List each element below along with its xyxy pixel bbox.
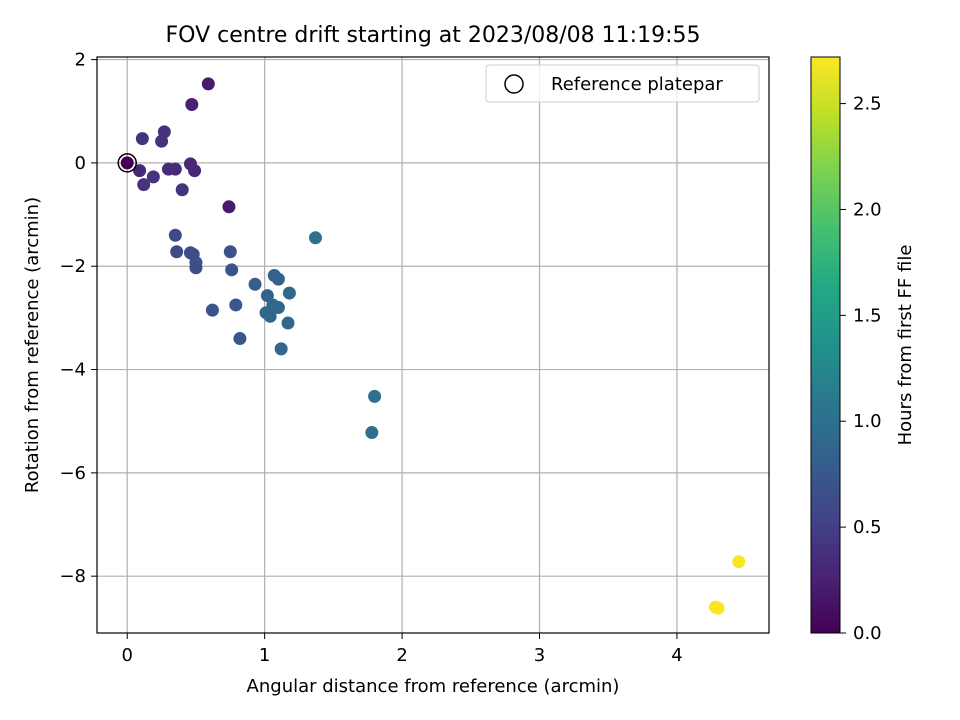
data-point	[137, 178, 151, 192]
y-tick-label: −6	[59, 463, 86, 484]
x-tick-label: 2	[396, 645, 407, 666]
data-point	[175, 183, 189, 197]
y-ticks: 2 0 −2 −4 −6 −8	[59, 50, 97, 587]
y-tick-label: −8	[59, 566, 86, 587]
data-point	[248, 277, 262, 291]
data-point	[205, 303, 219, 317]
data-point	[732, 555, 746, 569]
x-tick-label: 0	[122, 645, 133, 666]
data-point	[170, 245, 184, 259]
reference-marker	[117, 153, 137, 173]
data-point	[135, 132, 149, 146]
data-point	[365, 426, 379, 440]
legend: Reference platepar	[485, 64, 760, 103]
data-point	[225, 263, 239, 277]
data-point	[146, 170, 160, 184]
data-point	[282, 286, 296, 300]
data-point	[274, 342, 288, 356]
legend-box	[485, 64, 760, 103]
grid	[97, 57, 769, 633]
colorbar-ticks: 0.0 0.5 1.0 1.5 2.0 2.5	[840, 94, 882, 644]
x-tick-label: 1	[259, 645, 270, 666]
data-point	[271, 301, 285, 315]
colorbar-tick-label: 1.0	[853, 411, 882, 432]
data-point	[188, 164, 202, 178]
colorbar-tick-label: 2.0	[853, 199, 882, 220]
data-point	[189, 261, 203, 275]
data-point	[223, 245, 237, 259]
data-point	[309, 231, 323, 245]
legend-marker-icon	[504, 74, 524, 94]
data-points	[117, 77, 746, 615]
y-tick-label: −2	[59, 256, 86, 277]
x-ticks: 0 1 2 3 4	[122, 633, 683, 666]
data-point	[201, 77, 215, 91]
colorbar-tick-label: 1.5	[853, 305, 882, 326]
y-tick-label: −4	[59, 360, 86, 381]
y-axis-label: Rotation from reference (arcmin)	[22, 197, 43, 493]
legend-entry: Reference platepar	[551, 74, 723, 95]
data-point	[281, 316, 295, 330]
data-point	[271, 272, 285, 286]
data-point	[185, 98, 199, 112]
data-point	[120, 156, 134, 170]
colorbar-tick-label: 2.5	[853, 94, 882, 115]
data-point	[233, 332, 247, 346]
data-point	[157, 125, 171, 139]
data-point	[222, 200, 236, 214]
colorbar-tick-label: 0.0	[853, 623, 882, 644]
data-point	[168, 228, 182, 242]
data-point	[229, 298, 243, 312]
data-point	[133, 164, 147, 178]
data-point	[168, 162, 182, 176]
x-tick-label: 3	[534, 645, 545, 666]
y-tick-label: 2	[75, 50, 86, 71]
colorbar-label: Hours from first FF file	[895, 245, 916, 446]
x-tick-label: 4	[671, 645, 682, 666]
colorbar-tick-label: 0.5	[853, 517, 882, 538]
data-point	[711, 601, 725, 615]
y-tick-label: 0	[75, 153, 86, 174]
data-point	[368, 389, 382, 403]
data-point	[263, 309, 277, 323]
x-axis-label: Angular distance from reference (arcmin)	[247, 676, 620, 697]
colorbar	[810, 56, 841, 634]
plot-frame	[96, 56, 770, 634]
chart-title: FOV centre drift starting at 2023/08/08 …	[166, 23, 701, 48]
